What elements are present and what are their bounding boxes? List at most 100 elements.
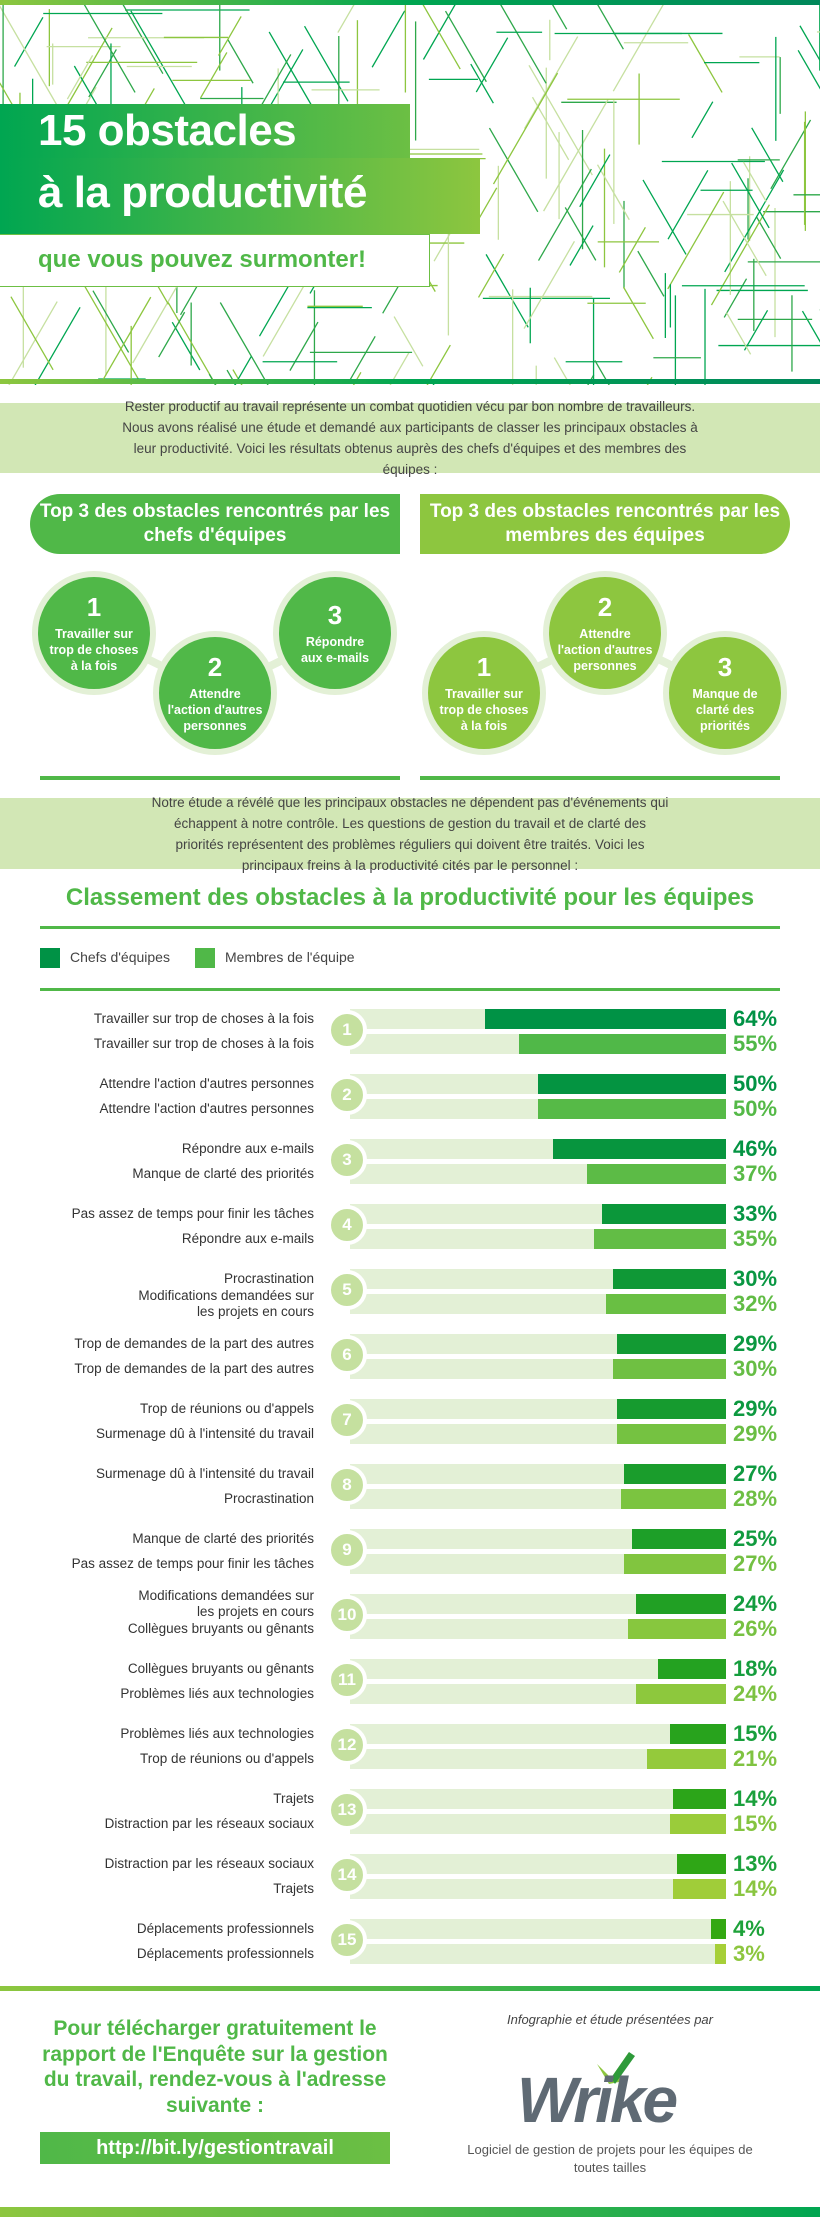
divider bbox=[40, 926, 780, 929]
footer-divider bbox=[0, 1986, 820, 1991]
pattern-line bbox=[637, 250, 665, 297]
member-label: Trop de demandes de la part des autres bbox=[74, 1361, 314, 1376]
pattern-line bbox=[227, 39, 254, 84]
leader-bar bbox=[632, 1529, 726, 1549]
pattern-line bbox=[731, 162, 770, 229]
pattern-line bbox=[594, 0, 624, 50]
leader-bar bbox=[538, 1074, 726, 1094]
member-bar bbox=[635, 1684, 726, 1704]
leader-percent: 46% bbox=[733, 1136, 778, 1161]
pattern-line bbox=[492, 72, 559, 185]
report-link[interactable]: http://bit.ly/gestiontravail bbox=[40, 2132, 390, 2164]
pattern-line bbox=[770, 119, 812, 190]
member-bar bbox=[519, 1034, 726, 1054]
leader-label: Problèmes liés aux technologies bbox=[120, 1726, 314, 1741]
pattern-line bbox=[132, 278, 182, 364]
member-percent: 24% bbox=[733, 1681, 778, 1706]
pattern-line bbox=[8, 301, 58, 385]
pattern-line bbox=[470, 63, 494, 104]
study-text: Notre étude a révélé que les principaux … bbox=[0, 795, 820, 873]
pattern-line bbox=[523, 241, 575, 329]
rank-badge: 11 bbox=[327, 1660, 367, 1700]
pattern-line bbox=[0, 5, 61, 111]
pattern-line bbox=[543, 99, 609, 212]
download-cta: Pour télécharger gratuitement le rapport… bbox=[42, 2017, 388, 2117]
leader-label: Pas assez de temps pour finir les tâches bbox=[71, 1206, 314, 1221]
member-percent: 27% bbox=[733, 1551, 778, 1576]
pattern-line bbox=[158, 311, 186, 358]
leader-bar bbox=[677, 1854, 726, 1874]
leader-bar bbox=[658, 1659, 726, 1679]
bar-track bbox=[350, 1749, 726, 1769]
title-box bbox=[0, 104, 410, 160]
leader-percent: 30% bbox=[733, 1266, 778, 1291]
member-percent: 32% bbox=[733, 1291, 778, 1316]
pattern-line bbox=[475, 37, 509, 93]
pattern-line bbox=[171, 321, 201, 371]
member-percent: 15% bbox=[733, 1811, 778, 1836]
rank-badge: 6 bbox=[327, 1335, 367, 1375]
obstacle-text: Attendre l'action d'autres personnes bbox=[557, 627, 653, 673]
leader-label: Distraction par les réseaux sociaux bbox=[104, 1856, 314, 1871]
title-box bbox=[0, 158, 480, 234]
leader-top-1: 1 Travailler sur trop de choses à la fois bbox=[32, 571, 156, 695]
pattern-line bbox=[569, 225, 594, 266]
leader-bar bbox=[485, 1009, 726, 1029]
pattern-line bbox=[523, 36, 579, 129]
member-top-3: 3 Manque de clarté des priorités bbox=[663, 631, 787, 755]
pattern-line bbox=[10, 296, 54, 371]
member-percent: 3% bbox=[733, 1941, 765, 1966]
bar-track bbox=[350, 1944, 726, 1964]
pattern-line bbox=[751, 127, 784, 183]
top3-leaders-title: Top 3 des obstacles rencontrés par les c… bbox=[30, 494, 400, 554]
divider bbox=[40, 776, 400, 780]
rank-badge: 5 bbox=[327, 1270, 367, 1310]
legend-swatch-members bbox=[195, 948, 215, 968]
pattern-line bbox=[691, 101, 714, 139]
pattern-line bbox=[422, 3, 461, 70]
member-percent: 30% bbox=[733, 1356, 778, 1381]
member-label: Attendre l'action d'autres personnes bbox=[99, 1101, 314, 1116]
pattern-line bbox=[65, 27, 113, 109]
obstacle-text: Attendre l'action d'autres personnes bbox=[167, 687, 263, 733]
member-bar bbox=[613, 1359, 726, 1379]
pattern-line bbox=[801, 310, 820, 343]
pattern-line bbox=[92, 290, 130, 353]
obstacle-text: Travailler sur trop de choses à la fois bbox=[439, 687, 529, 733]
leader-percent: 29% bbox=[733, 1396, 778, 1421]
leader-percent: 29% bbox=[733, 1331, 778, 1356]
pattern-line bbox=[710, 204, 770, 306]
pattern-line bbox=[549, 0, 568, 30]
rank-badge: 4 bbox=[327, 1205, 367, 1245]
member-bar bbox=[538, 1099, 726, 1119]
leader-bar bbox=[601, 1204, 726, 1224]
member-label: Travailler sur trop de choses à la fois bbox=[93, 1036, 314, 1051]
member-percent: 21% bbox=[733, 1746, 778, 1771]
leader-bar bbox=[673, 1789, 726, 1809]
rank-badge: 15 bbox=[327, 1920, 367, 1960]
member-label: Distraction par les réseaux sociaux bbox=[104, 1816, 314, 1831]
bar-track bbox=[350, 1724, 726, 1744]
pattern-line bbox=[743, 309, 769, 351]
pattern-line bbox=[612, 0, 667, 92]
leader-bar bbox=[710, 1919, 726, 1939]
pattern-line bbox=[553, 357, 571, 385]
legend-label-members: Membres de l'équipe bbox=[225, 949, 355, 965]
leader-bar bbox=[635, 1594, 726, 1614]
rank-number: 3 bbox=[717, 652, 733, 682]
member-label: Déplacements professionnels bbox=[136, 1946, 314, 1961]
leader-top-2: 2 Attendre l'action d'autres personnes bbox=[153, 631, 277, 755]
leader-percent: 24% bbox=[733, 1591, 778, 1616]
member-top-1: 1 Travailler sur trop de choses à la fois bbox=[422, 631, 546, 755]
pattern-line bbox=[622, 286, 654, 340]
leader-percent: 64% bbox=[733, 1006, 778, 1031]
wrike-tagline: Logiciel de gestion de projets pour les … bbox=[467, 2142, 753, 2175]
member-bar bbox=[669, 1814, 726, 1834]
member-bar bbox=[594, 1229, 726, 1249]
leader-percent: 14% bbox=[733, 1786, 778, 1811]
wrike-logo: Wrike bbox=[515, 2048, 700, 2136]
member-bar bbox=[586, 1164, 726, 1184]
pattern-line bbox=[596, 164, 630, 221]
rank-number: 2 bbox=[597, 592, 613, 622]
pattern-line bbox=[579, 154, 611, 208]
